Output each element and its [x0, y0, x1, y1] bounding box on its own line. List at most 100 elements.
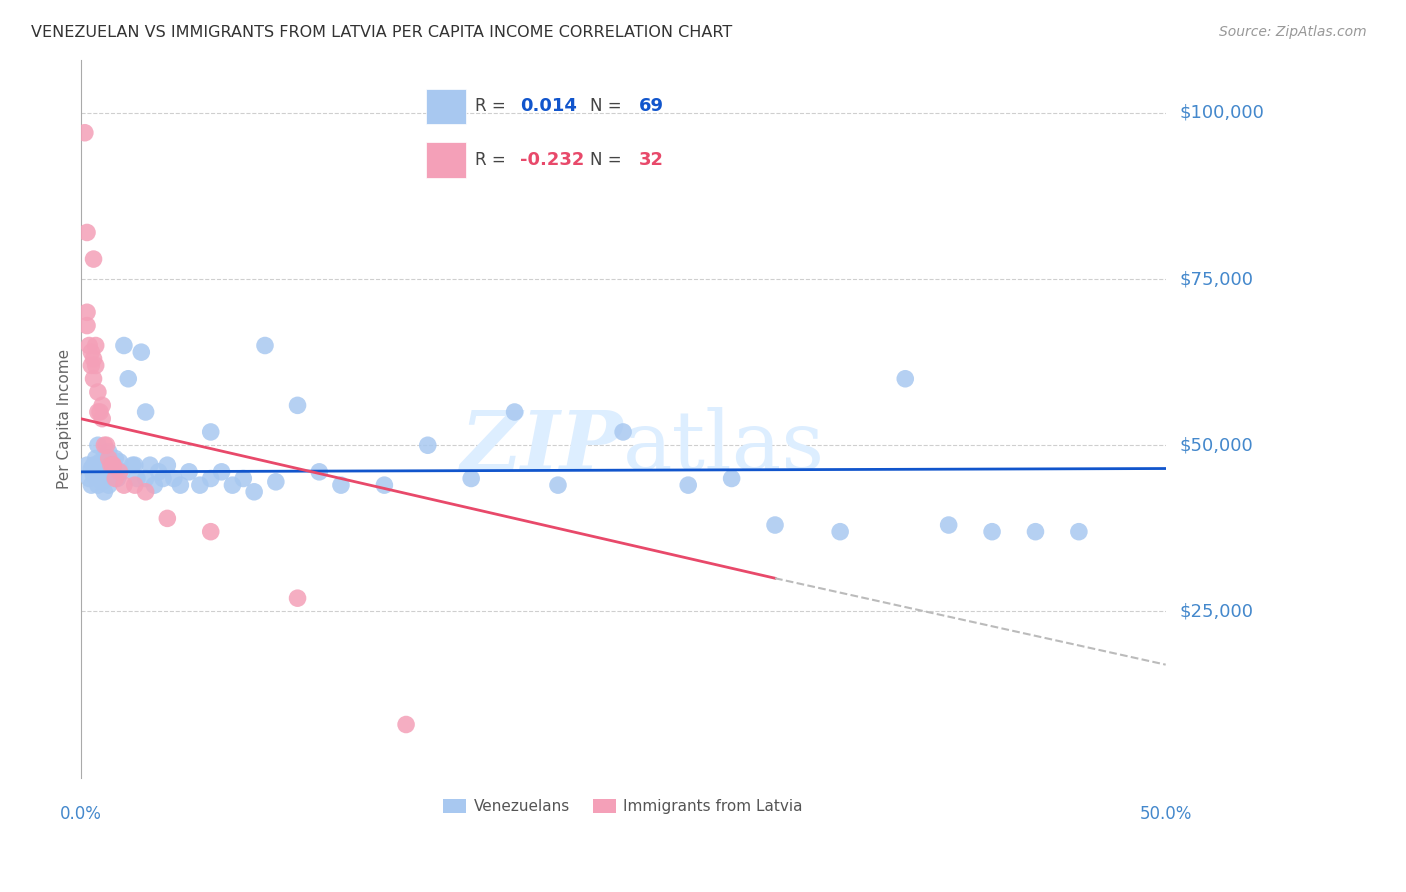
Point: [308, 465, 330, 479]
Point: [287, 591, 309, 606]
Text: 0.0%: 0.0%: [59, 805, 101, 823]
Text: $25,000: $25,000: [1180, 602, 1254, 621]
Point: [76, 318, 98, 333]
Text: $100,000: $100,000: [1180, 103, 1264, 122]
Point: [87, 438, 110, 452]
Text: Source: ZipAtlas.com: Source: ZipAtlas.com: [1219, 25, 1367, 39]
Point: [156, 458, 179, 473]
Point: [460, 471, 482, 485]
Point: [101, 458, 124, 473]
Point: [676, 478, 699, 492]
Point: [211, 465, 233, 479]
Point: [124, 478, 146, 492]
Point: [156, 511, 179, 525]
Point: [108, 455, 131, 469]
Point: [221, 478, 243, 492]
Point: [177, 465, 200, 479]
Point: [83, 351, 105, 366]
Point: [163, 471, 186, 485]
Point: [76, 226, 98, 240]
Point: [243, 484, 266, 499]
Point: [111, 465, 134, 479]
Point: [93, 484, 115, 499]
Point: [77, 338, 100, 352]
Point: [91, 475, 114, 489]
Point: [135, 471, 157, 485]
Point: [100, 458, 122, 473]
Text: VENEZUELAN VS IMMIGRANTS FROM LATVIA PER CAPITA INCOME CORRELATION CHART: VENEZUELAN VS IMMIGRANTS FROM LATVIA PER…: [31, 25, 733, 40]
Text: $75,000: $75,000: [1180, 270, 1254, 288]
Legend: Venezuelans, Immigrants from Latvia: Venezuelans, Immigrants from Latvia: [437, 793, 808, 821]
Point: [107, 471, 129, 485]
Point: [87, 385, 110, 400]
Point: [152, 471, 174, 485]
Point: [108, 465, 131, 479]
Point: [112, 338, 135, 352]
Point: [121, 458, 143, 473]
Point: [129, 345, 152, 359]
Point: [91, 411, 114, 425]
Point: [91, 465, 114, 479]
Text: 50.0%: 50.0%: [1139, 805, 1192, 823]
Text: ZIP: ZIP: [461, 408, 623, 487]
Point: [84, 465, 107, 479]
Point: [96, 438, 118, 452]
Point: [125, 471, 148, 485]
Point: [83, 372, 105, 386]
Point: [96, 468, 118, 483]
Point: [124, 458, 146, 473]
Point: [763, 518, 786, 533]
Point: [84, 338, 107, 352]
Point: [830, 524, 852, 539]
Point: [612, 425, 634, 439]
Point: [91, 398, 114, 412]
Point: [112, 478, 135, 492]
Point: [93, 451, 115, 466]
Point: [232, 471, 254, 485]
Point: [89, 471, 111, 485]
Point: [76, 305, 98, 319]
Point: [373, 478, 395, 492]
Point: [503, 405, 526, 419]
Point: [720, 471, 742, 485]
Point: [287, 398, 309, 412]
Point: [104, 471, 127, 485]
Point: [938, 518, 960, 533]
Point: [84, 451, 107, 466]
Point: [100, 458, 122, 473]
Y-axis label: Per Capita Income: Per Capita Income: [58, 349, 72, 489]
Point: [80, 461, 103, 475]
Point: [96, 458, 118, 473]
Point: [104, 451, 127, 466]
Point: [169, 478, 191, 492]
Point: [80, 478, 103, 492]
Point: [76, 458, 98, 473]
Point: [83, 458, 105, 473]
Point: [547, 478, 569, 492]
Point: [101, 458, 124, 473]
Point: [83, 252, 105, 266]
Point: [981, 524, 1004, 539]
Point: [83, 468, 105, 483]
Point: [143, 478, 166, 492]
Point: [1067, 524, 1090, 539]
Point: [200, 471, 222, 485]
Point: [253, 338, 276, 352]
Point: [416, 438, 439, 452]
Point: [73, 126, 96, 140]
Point: [93, 438, 115, 452]
Text: $50,000: $50,000: [1180, 436, 1253, 454]
Point: [117, 372, 139, 386]
Point: [148, 465, 170, 479]
Point: [101, 465, 124, 479]
Point: [139, 458, 162, 473]
Text: atlas: atlas: [623, 408, 825, 487]
Point: [84, 359, 107, 373]
Point: [894, 372, 917, 386]
Point: [264, 475, 287, 489]
Point: [330, 478, 353, 492]
Point: [87, 405, 110, 419]
Point: [97, 478, 120, 492]
Point: [135, 484, 157, 499]
Point: [89, 405, 111, 419]
